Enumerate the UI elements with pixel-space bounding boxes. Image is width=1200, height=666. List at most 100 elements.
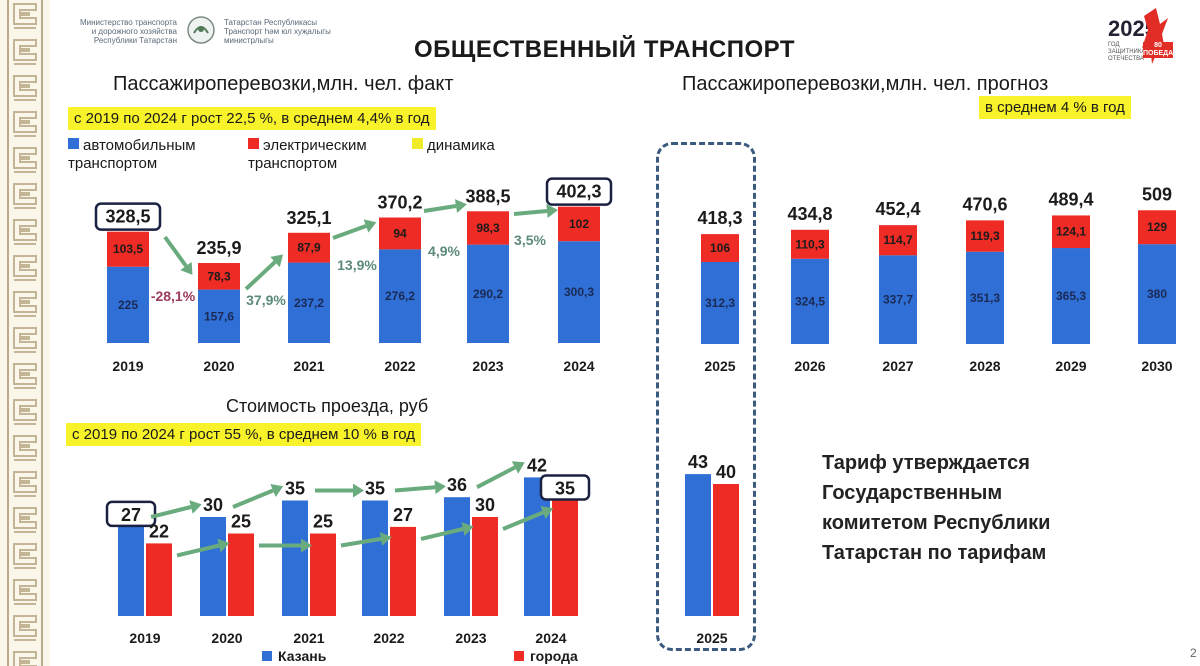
- fare-bar-cities: [390, 526, 416, 616]
- fare-cities-value: 40: [716, 462, 736, 482]
- fact-total-box: [545, 177, 613, 206]
- fare-kazan-value: 42: [527, 455, 547, 475]
- year-logo-caption: ГОД ЗАЩИТНИКА ОТЕЧЕСТВА: [1108, 42, 1146, 62]
- ministry-emblem-icon: [187, 16, 215, 44]
- fact-dynamics-label: 3,5%: [514, 232, 546, 248]
- fact-highlight: с 2019 по 2024 г рост 22,5 %, в среднем …: [68, 107, 436, 130]
- fare-year-tick: 2020: [211, 630, 242, 646]
- forecast-total-label: 452,4: [875, 199, 920, 219]
- fare-cities-value: 35: [555, 479, 575, 499]
- fact-dynamics-arrow-head: [546, 204, 558, 218]
- forecast-total-label: 470,6: [962, 194, 1007, 214]
- forecast-bar-auto: [1138, 244, 1176, 344]
- fact-dynamics-arrow-head: [363, 219, 377, 233]
- legend-dynamics-label: динамика: [427, 137, 495, 154]
- fare-bar-kazan: [685, 474, 711, 616]
- fare-bar-kazan: [118, 526, 144, 616]
- forecast-total-label: 489,4: [1048, 189, 1093, 209]
- fare-kazan-arrow-head: [270, 484, 284, 497]
- fact-dynamics-arrow-head: [454, 199, 467, 213]
- forecast-bar-auto: [1052, 248, 1090, 344]
- forecast-bar-electric: [791, 229, 829, 259]
- fact-auto-label: 276,2: [385, 289, 415, 303]
- legend-auto: автомобильным транспортом: [68, 137, 238, 173]
- fare-legend-cities-swatch: [514, 651, 524, 661]
- forecast-total-label: 509: [1142, 184, 1172, 204]
- fact-bar-auto: [288, 262, 330, 343]
- forecast-highlight: в среднем 4 % в год: [979, 96, 1131, 119]
- legend-dynamics-swatch: [412, 138, 423, 149]
- fact-total-box: [94, 202, 162, 231]
- page-title: ОБЩЕСТВЕННЫЙ ТРАНСПОРТ: [414, 36, 796, 63]
- forecast-year-tick: 2026: [794, 358, 825, 374]
- forecast-bar-electric: [701, 234, 739, 262]
- fare-bar-kazan: [200, 517, 226, 616]
- fare-bar-kazan: [444, 497, 470, 616]
- fare-kazan-value: 30: [203, 495, 223, 515]
- fare-kazan-arrow-head: [353, 483, 364, 498]
- forecast-auto-label: 312,3: [705, 296, 735, 310]
- fact-electric-label: 78,3: [207, 269, 231, 283]
- fact-total-label: 235,9: [196, 238, 241, 258]
- forecast-bar-auto: [701, 261, 739, 344]
- forecast-year-tick: 2028: [969, 358, 1000, 374]
- fare-highlight: с 2019 по 2024 г рост 55 %, в среднем 10…: [66, 423, 422, 446]
- fact-bar-auto: [558, 241, 600, 343]
- forecast-bar-auto: [791, 258, 829, 344]
- forecast-bar-electric: [879, 225, 917, 256]
- fact-dynamics-arrow-head: [270, 254, 284, 268]
- fare-kazan-arrow: [394, 485, 436, 493]
- fare-kazan-arrow: [150, 505, 192, 519]
- fare-cities-arrow-head: [379, 531, 392, 546]
- forecast-auto-label: 365,3: [1056, 289, 1086, 303]
- fact-dynamics-arrow: [513, 209, 548, 216]
- forecast-year-tick: 2025: [704, 358, 735, 374]
- fare-kazan-arrow: [232, 488, 274, 509]
- fare-bar-cities: [552, 500, 578, 616]
- fact-dynamics-arrow: [244, 260, 277, 291]
- fare-title: Стоимость проезда, руб: [226, 396, 429, 416]
- fact-bar-auto: [107, 266, 149, 343]
- fact-dynamics-arrow: [423, 204, 457, 213]
- fare-kazan-arrow-head: [434, 480, 446, 495]
- forecast-auto-label: 337,7: [883, 293, 913, 307]
- fact-dynamics-arrow-head: [180, 261, 193, 275]
- legend-auto-swatch: [68, 138, 79, 149]
- forecast-electric-label: 129: [1147, 220, 1167, 234]
- legend-electric: электрическим транспортом: [248, 137, 408, 173]
- fact-electric-label: 87,9: [297, 241, 321, 255]
- forecast-electric-label: 110,3: [795, 237, 825, 251]
- fare-cities-value: 27: [393, 505, 413, 525]
- fare-cities-arrow-head: [540, 506, 554, 519]
- fare-kazan-arrow: [476, 465, 516, 489]
- fare-bar-cities: [146, 543, 172, 616]
- fact-year-tick: 2022: [384, 358, 415, 374]
- fare-cities-arrow-head: [301, 538, 312, 553]
- fact-total-label: 328,5: [105, 207, 150, 227]
- forecast-electric-label: 119,3: [970, 229, 1000, 243]
- fact-title: Пассажироперевозки,млн. чел. факт: [113, 73, 454, 95]
- fare-kazan-arrow-head: [189, 500, 202, 514]
- fare-cities-value: 22: [149, 521, 169, 541]
- ornament-border: [0, 0, 50, 666]
- fare-cities-value: 25: [313, 512, 333, 532]
- forecast-year-tick: 2027: [882, 358, 913, 374]
- legend-dynamics: динамика: [412, 137, 495, 155]
- fare-bar-cities: [472, 517, 498, 616]
- fare-cities-arrow: [176, 543, 220, 558]
- forecast-title: Пассажироперевозки,млн. чел. прогноз: [682, 73, 1049, 95]
- fare-year-tick: 2023: [455, 630, 486, 646]
- fare-year-tick: 2019: [129, 630, 160, 646]
- fact-auto-label: 225: [118, 298, 138, 312]
- fare-year-tick: 2024: [535, 630, 566, 646]
- fact-total-label: 388,5: [465, 186, 510, 206]
- fare-kazan-value: 27: [121, 505, 141, 525]
- fare-cities-arrow: [502, 510, 544, 531]
- fact-year-tick: 2021: [293, 358, 324, 374]
- fact-bar-electric: [379, 217, 421, 250]
- fare-legend-kazan: Казань: [278, 648, 327, 664]
- fact-auto-label: 300,3: [564, 285, 594, 299]
- forecast-electric-label: 114,7: [883, 233, 913, 247]
- fare-cities-arrow: [340, 536, 382, 548]
